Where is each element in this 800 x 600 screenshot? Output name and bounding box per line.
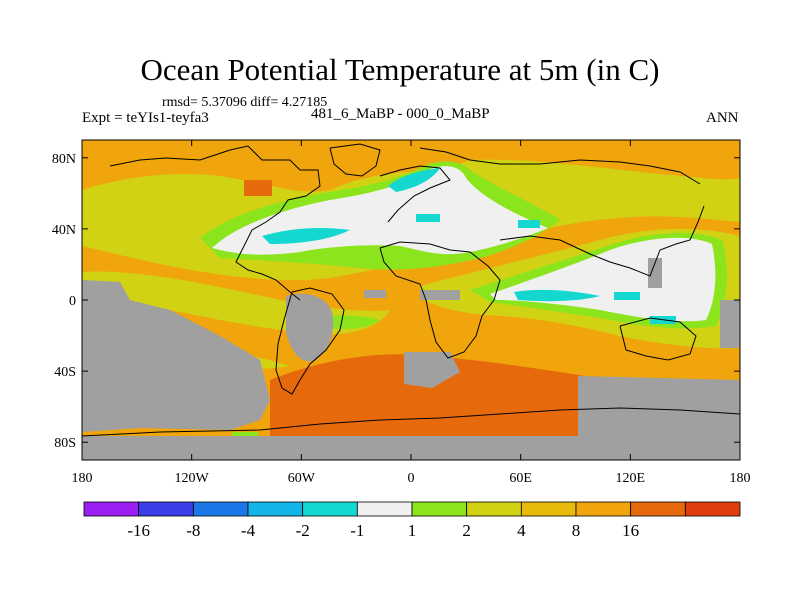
coastlines [82,143,740,437]
colorbar-label-2: -4 [241,521,256,540]
colorbar-swatch-0 [83,501,140,517]
coastline-eurasia-north [419,147,701,185]
colorbar-swatch-9 [575,501,632,517]
coastline-north-america [109,145,321,301]
land-pacific-east [720,300,740,348]
y-tick-label-2: 0 [69,294,76,309]
y-tick-label-1: 40N [52,223,76,238]
x-tick-label-3: 0 [408,471,415,486]
land-africa-patch [420,290,460,300]
coastline-antarctica [82,407,740,437]
x-tick-label-5: 120E [616,471,646,486]
colorbar-label-4: -1 [350,521,364,540]
field-band-8-north-europe [244,180,272,196]
y-tick-label-0: 80N [52,152,76,167]
field-band-minus1-north-a [262,228,350,244]
field-band-minus1-north-c [416,214,440,222]
colorbar-swatch-3 [247,501,304,517]
field-band-minus1-north-b [388,168,440,192]
colorbar-swatch-11 [684,501,741,517]
x-tick-label-2: 60W [288,471,316,486]
colorbar-swatch-1 [138,501,194,517]
rmsd-diff-stats: rmsd= 5.37096 diff= 4.27185 [162,95,328,110]
colorbar-swatch-5 [356,501,413,517]
colorbar-swatch-8 [520,501,577,517]
x-tick-label-6: 180 [730,471,751,486]
plot-title: Ocean Potential Temperature at 5m (in C) [140,52,660,87]
field-band-minus1-east-a [514,289,600,302]
land-south-atlantic [404,352,460,388]
y-tick-label-3: 40S [54,365,76,380]
x-axis-ticks: 180 120W 60W 0 60E 120E 180 [72,140,751,486]
coastline-south-america [275,287,345,395]
colorbar-label-8: 8 [572,521,581,540]
field-band-minus1-east-b [614,292,640,300]
coastline-africa [379,241,501,359]
coastline-greenland [329,143,381,177]
colorbar-label-3: -2 [296,521,310,540]
colorbar-label-1: -8 [186,521,200,540]
season-label: ANN [706,110,739,126]
x-tick-label-1: 120W [175,471,210,486]
land-tropical-patch-2 [648,258,662,288]
land-tropical-patch-1 [364,290,386,298]
colorbar-label-0: -16 [127,521,150,540]
colorbar-label-6: 2 [462,521,471,540]
colorbar: -16 -8 -4 -2 -1 1 2 4 8 16 [83,501,741,540]
x-tick-label-0: 180 [72,471,93,486]
x-tick-label-4: 60E [509,471,532,486]
coastline-europe [379,165,451,223]
field-band-8-south [270,354,680,447]
coastline-asia [499,205,705,277]
map-field [82,140,740,460]
land-south-america [286,293,334,362]
colorbar-swatch-7 [466,501,522,517]
field-band-minus1-north-d [518,220,540,228]
colorbar-label-7: 4 [517,521,526,540]
y-tick-label-4: 80S [54,436,76,451]
experiment-label: Expt = teYIs1-teyfa3 [82,110,209,126]
colorbar-swatch-10 [630,501,686,517]
period-label: 481_6_MaBP - 000_0_MaBP [311,106,490,122]
colorbar-swatch-4 [302,501,358,517]
colorbar-swatch-2 [192,501,249,517]
coastline-australia [619,317,697,361]
land-south-pacific [82,280,270,432]
land-antarctica [82,436,740,460]
colorbar-label-5: 1 [408,521,417,540]
colorbar-swatch-6 [411,501,468,517]
y-axis-ticks: 80N 40N 0 40S 80S [52,152,740,451]
colorbar-label-9: 16 [622,521,639,540]
